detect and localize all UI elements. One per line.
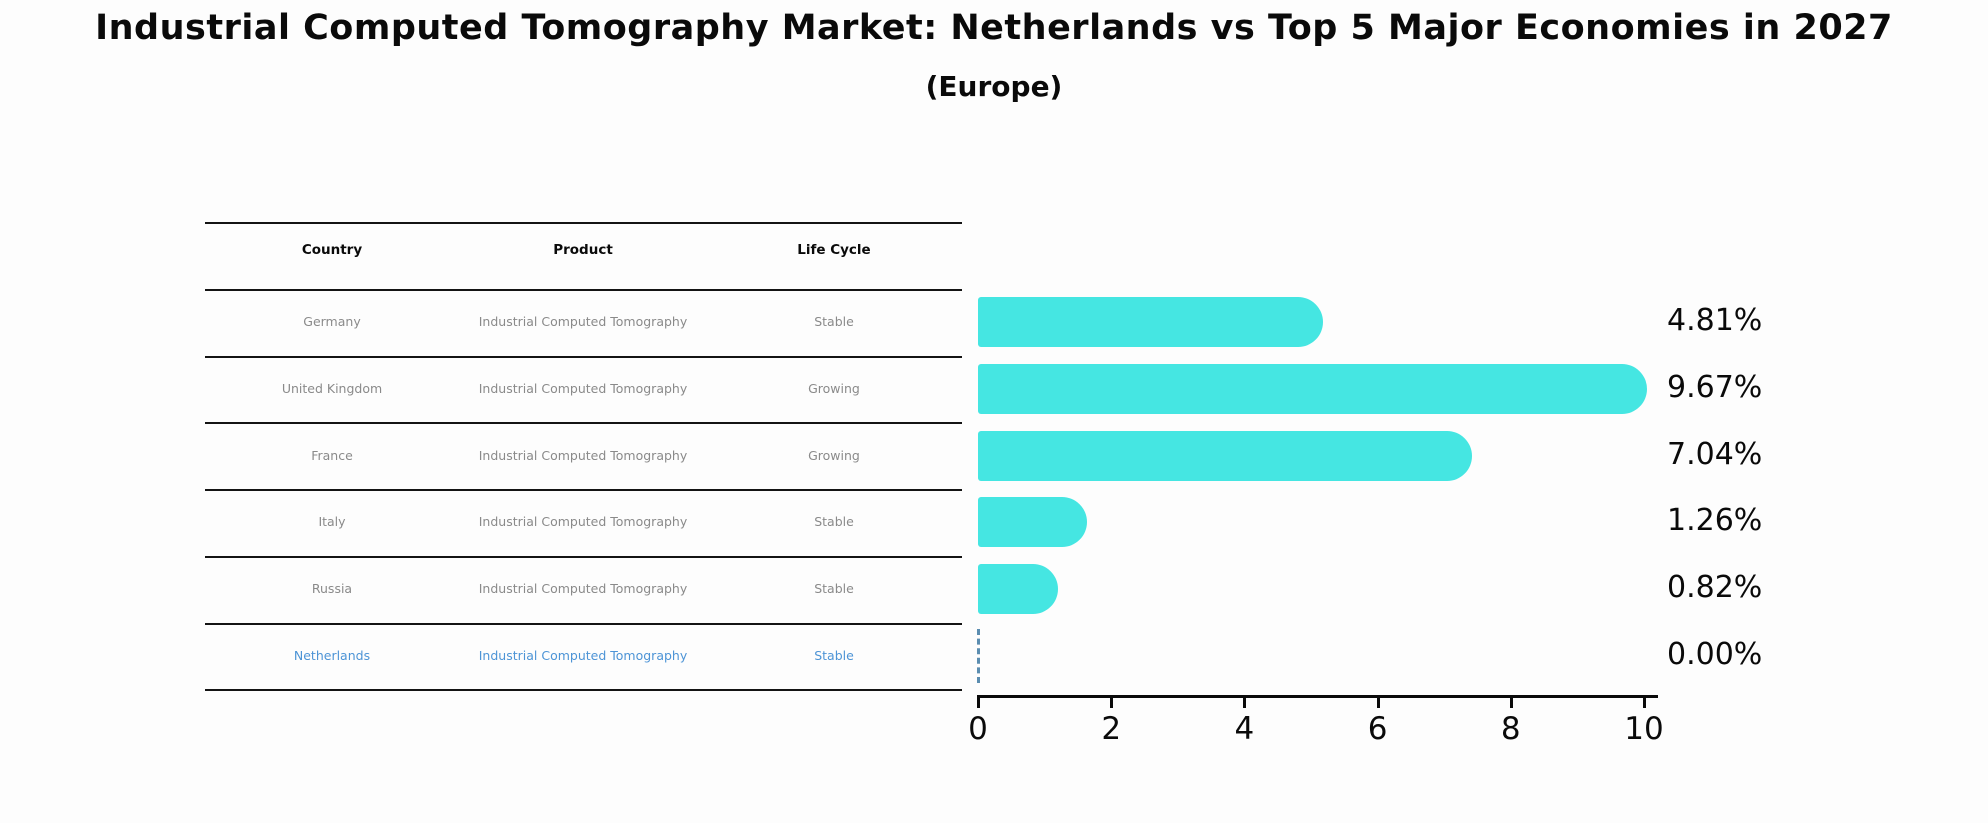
table-cell-country: Netherlands [293,647,371,663]
y-axis-tick [938,289,960,291]
table-cell-country: United Kingdom [281,381,383,397]
y-axis-tick [938,622,960,625]
bar-value-label: 1.26% [1667,503,1763,539]
x-axis-tick [977,698,980,708]
y-axis-tick [938,489,960,492]
table-cell-country: Italy [318,514,346,530]
x-axis-tick [1110,698,1114,708]
table-rule [205,622,962,625]
table-rule [205,289,962,291]
x-axis-tick [1376,698,1380,708]
x-axis-tick-label: 10 [1624,711,1664,747]
table-rule [205,422,962,425]
value-bar [978,430,1472,481]
table-rule [205,689,962,692]
x-axis-tick [1243,698,1247,708]
table-header-product: Product [553,242,613,258]
value-bar [978,364,1648,415]
zero-value-dashed-bar [977,628,980,684]
table-cell-product: Industrial Computed Tomography [478,647,688,663]
x-axis-tick-label: 4 [1234,711,1255,747]
bar-value-label: 0.00% [1667,636,1763,672]
table-cell-country: Russia [311,581,353,597]
chart-title: Industrial Computed Tomography Market: N… [95,8,1893,48]
value-bar [978,297,1324,348]
table-rule [205,222,962,224]
y-axis-tick [938,355,960,358]
table-cell-lifecycle: Growing [808,447,860,463]
table-header-lifecycle: Life Cycle [797,242,871,258]
value-bar [978,497,1087,548]
x-axis-tick-label: 0 [968,711,988,747]
x-axis-tick [1643,698,1646,708]
chart-subtitle: (Europe) [925,70,1063,103]
table-cell-lifecycle: Growing [808,381,860,397]
table-cell-lifecycle: Stable [814,647,854,663]
table-header-country: Country [301,242,363,258]
table-rule [205,355,962,358]
x-axis-tick-label: 8 [1500,711,1521,747]
table-cell-lifecycle: Stable [814,581,854,597]
table-cell-country: Germany [303,314,361,330]
table-cell-product: Industrial Computed Tomography [478,381,688,397]
x-axis-tick-label: 6 [1367,711,1388,747]
table-cell-country: France [311,447,353,463]
x-axis-tick-label: 2 [1101,711,1122,747]
table-rule [205,489,962,492]
y-axis-tick [938,555,960,558]
x-axis-line [977,695,1658,698]
bar-value-label: 9.67% [1667,370,1763,406]
bar-value-label: 0.82% [1667,570,1763,606]
table-cell-product: Industrial Computed Tomography [478,447,688,463]
table-rule [205,555,962,558]
bar-value-label: 7.04% [1667,436,1763,472]
table-cell-lifecycle: Stable [814,314,854,330]
table-cell-product: Industrial Computed Tomography [478,314,688,330]
y-axis-tick [938,422,960,425]
value-bar [978,564,1058,615]
x-axis-tick [1509,698,1513,708]
y-axis-tick [938,689,960,692]
bar-value-label: 4.81% [1667,303,1763,339]
table-cell-product: Industrial Computed Tomography [478,581,688,597]
table-cell-product: Industrial Computed Tomography [478,514,688,530]
table-cell-lifecycle: Stable [814,514,854,530]
